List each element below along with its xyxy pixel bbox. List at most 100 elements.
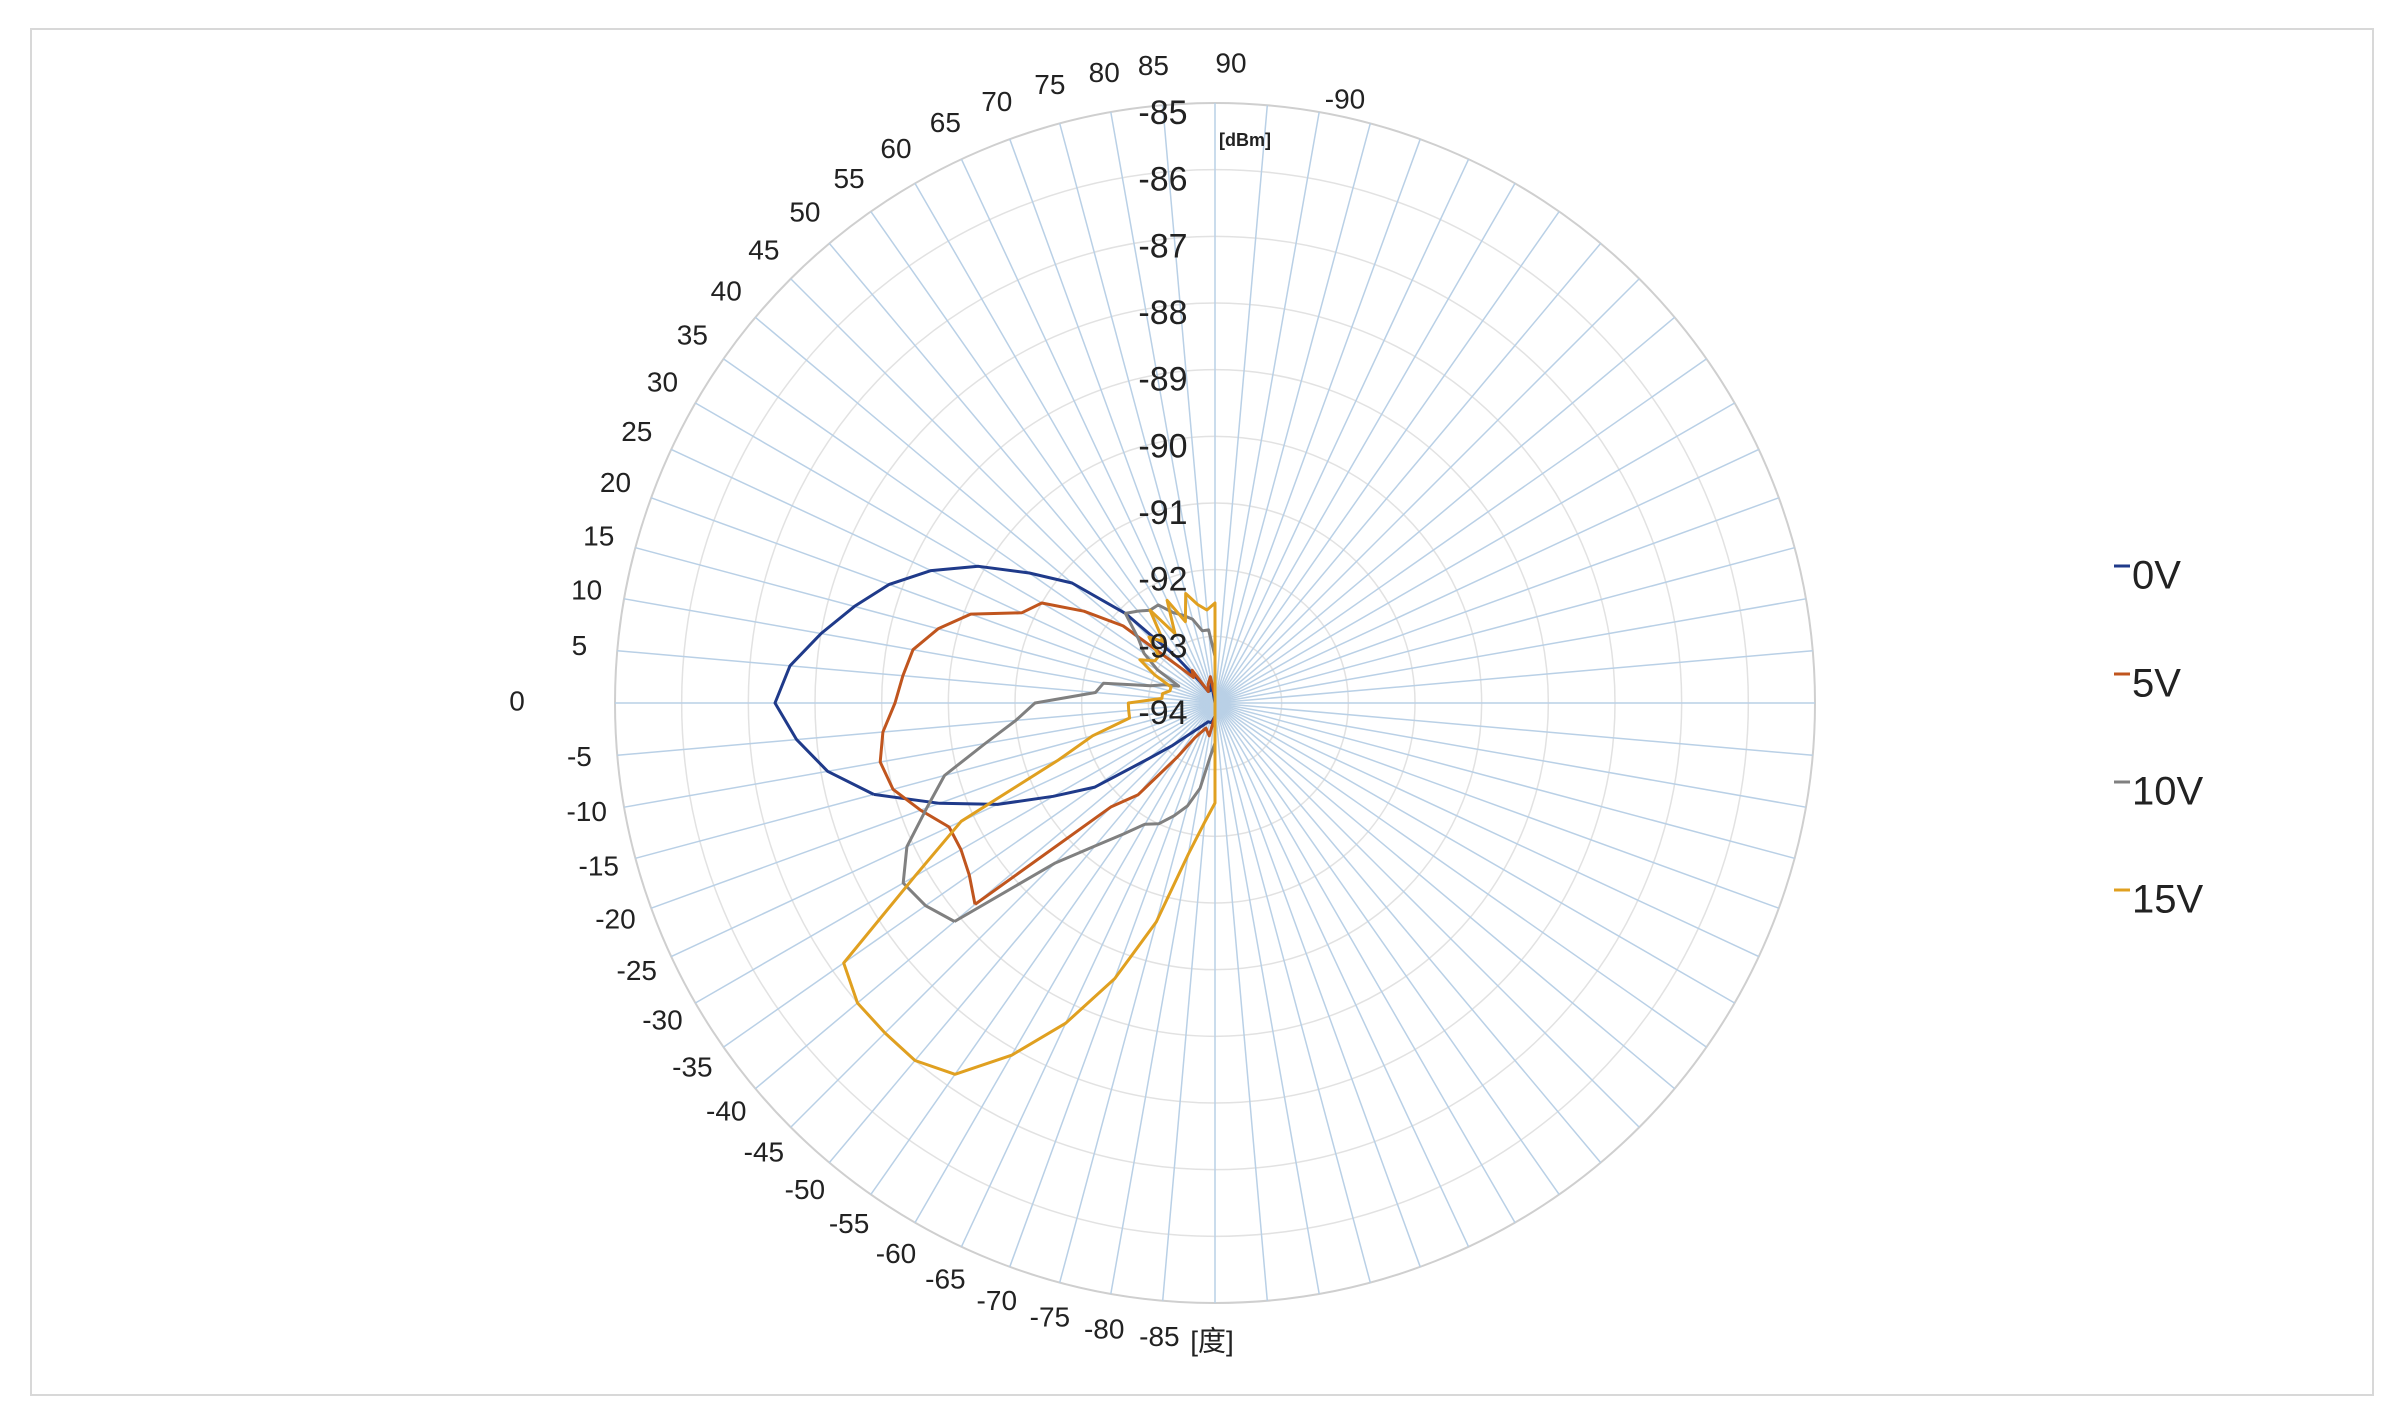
grid-spoke [1214,358,1707,704]
grid-spoke [1214,702,1735,1004]
grid-spoke [1214,316,1676,704]
grid-spoke [650,497,1216,704]
grid-spoke [1009,138,1216,704]
grid-spoke [1214,598,1807,704]
grid-spoke [1214,702,1516,1223]
grid-spoke [1214,649,1813,704]
radial-tick-label: -87 [1138,227,1187,265]
grid-spoke [1214,123,1372,704]
grid-spoke [870,211,1216,704]
angle-unit-label: [度] [1190,1325,1234,1356]
grid-spoke [870,702,1216,1195]
grid-spoke [670,702,1216,958]
label-layer: 908580757065605550454035302520151050-5-1… [509,47,1365,1356]
angle-tick-label: 15 [583,520,614,551]
grid-spoke [914,183,1216,704]
grid-spoke [623,598,1216,704]
radial-tick-label: -92 [1138,561,1187,599]
angle-tick-label: 85 [1138,50,1169,81]
radial-tick-label: -91 [1138,494,1187,532]
grid-spoke [670,448,1216,704]
radial-tick-label: -85 [1138,94,1187,132]
grid-spoke [1214,702,1760,958]
grid-spoke [960,702,1216,1248]
grid-spoke [723,358,1216,704]
angle-tick-label: -90 [1325,83,1365,114]
angle-tick-label: -40 [706,1095,746,1126]
angle-tick-label: -20 [595,904,635,935]
angle-tick-label: 5 [572,630,588,661]
angle-tick-label: -80 [1084,1314,1124,1345]
grid-spoke [828,702,1216,1164]
angle-tick-label: 35 [677,319,708,350]
grid-spoke [1214,702,1807,808]
series-line-10V [901,603,1217,923]
legend-label: 10V [2132,770,2203,814]
grid-spoke [1214,702,1707,1048]
angle-tick-label: 65 [930,107,961,138]
angle-tick-label: 90 [1215,47,1246,78]
grid-spoke [617,649,1216,704]
legend-label: 5V [2132,662,2181,706]
angle-tick-label: -25 [617,955,657,986]
grid-spoke [1214,702,1372,1283]
grid-spoke [635,546,1216,704]
angle-tick-label: 10 [571,575,602,606]
grid-spoke [1110,702,1216,1295]
grid-spoke [1214,702,1269,1301]
grid-spoke [1214,702,1795,860]
radial-tick-label: -89 [1138,361,1187,399]
grid-spoke [1214,211,1560,704]
grid-spoke [1214,702,1470,1248]
series-layer [773,564,1217,1076]
grid-spoke [1161,105,1216,704]
angle-tick-label: -10 [566,796,606,827]
grid-spoke [1009,702,1216,1268]
angle-tick-label: -35 [672,1051,712,1082]
radial-tick-label: -94 [1138,694,1187,732]
series-line-15V [842,592,1217,1076]
grid-spoke [1214,702,1560,1195]
grid-spoke [1058,123,1216,704]
grid-spoke [635,702,1216,860]
grid-spoke [1214,183,1516,704]
grid-spoke [790,702,1216,1128]
angle-tick-label: 20 [600,467,631,498]
legend-label: 15V [2132,878,2203,922]
grid-spoke [1214,242,1602,704]
angle-tick-label: -85 [1139,1321,1179,1352]
grid-spoke [1214,702,1640,1128]
grid-spoke [790,278,1216,704]
angle-tick-label: 25 [621,416,652,447]
angle-tick-label: 50 [789,197,820,228]
angle-tick-label: -60 [876,1238,916,1269]
grid-spoke [1214,278,1640,704]
angle-tick-label: 30 [647,366,678,397]
legend: 0V 5V 10V 15V [2114,554,2203,922]
grid-spoke [1214,702,1602,1164]
legend-label: 0V [2132,554,2181,598]
angle-tick-label: -15 [579,851,619,882]
radial-tick-label: -93 [1138,627,1187,665]
angle-tick-label: -70 [977,1285,1017,1316]
angle-tick-label: 40 [711,275,742,306]
angle-tick-label: 80 [1089,57,1120,88]
grid-spoke [695,402,1216,704]
grid-spoke [1214,546,1795,704]
grid-spoke [1161,702,1216,1301]
grid-spoke [1214,402,1735,704]
grid-spoke [1214,138,1421,704]
grid-spoke [1214,111,1320,704]
angle-tick-label: 0 [509,685,525,716]
grid-spoke [1214,497,1780,704]
grid-spoke [1214,105,1269,704]
grid-spoke [1214,702,1421,1268]
grid-spoke [650,702,1216,909]
grid-spoke [1214,702,1780,909]
grid-spoke [1058,702,1216,1283]
angle-tick-label: -55 [829,1208,869,1239]
angle-tick-label: 55 [833,163,864,194]
grid-spoke [1214,702,1813,757]
angle-tick-label: -5 [567,741,592,772]
angle-tick-label: -65 [925,1264,965,1295]
